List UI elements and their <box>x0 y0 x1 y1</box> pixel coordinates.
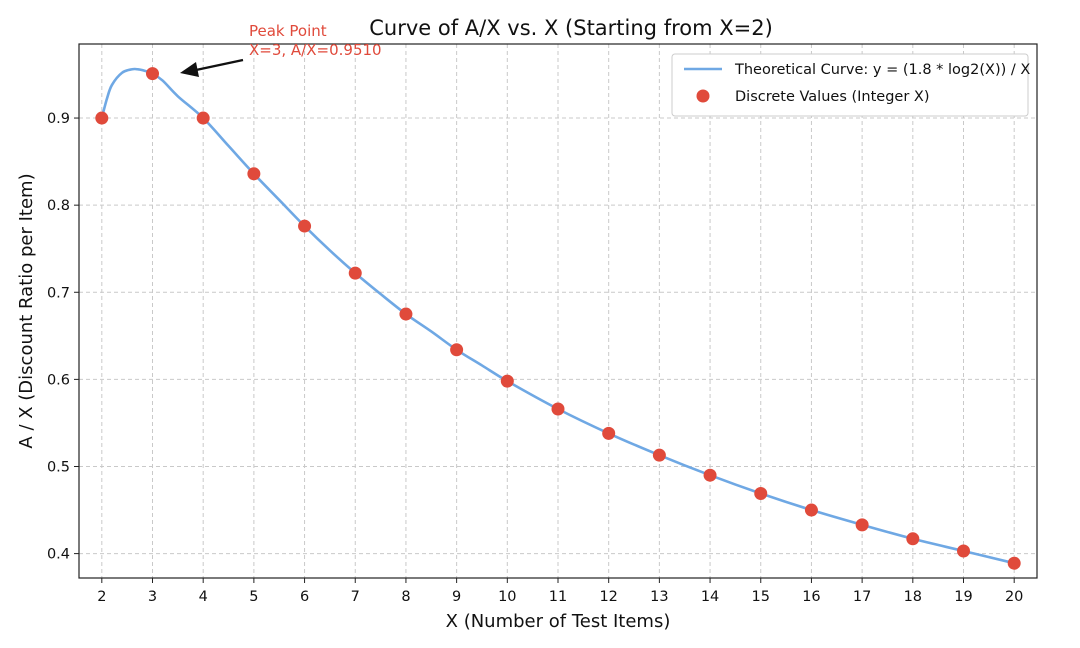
data-point-x15 <box>754 487 768 501</box>
data-point-x10 <box>500 374 514 388</box>
x-tick-label: 16 <box>802 589 820 605</box>
x-tick-label: 12 <box>599 589 617 605</box>
x-tick-label: 3 <box>148 589 157 605</box>
legend-entry-discrete-values: Discrete Values (Integer X) <box>735 89 930 105</box>
annotation-arrowhead <box>180 62 199 77</box>
y-tick-label: 0.7 <box>47 285 70 301</box>
data-point-x18 <box>906 532 920 546</box>
grid-lines <box>79 44 1037 578</box>
data-point-x11 <box>551 402 565 416</box>
x-tick-label: 17 <box>853 589 871 605</box>
data-point-x7 <box>348 266 362 280</box>
data-point-x4 <box>196 111 210 125</box>
x-tick-label: 10 <box>498 589 516 605</box>
annotation-arrow-shaft <box>195 58 244 72</box>
legend-entry-theoretical-curve: Theoretical Curve: y = (1.8 * log2(X)) /… <box>734 62 1030 78</box>
annotation: Peak Point X=3, A/X=0.9510 <box>180 22 382 77</box>
y-tick-label: 0.8 <box>47 198 70 214</box>
y-tick-label: 0.6 <box>47 372 70 388</box>
chart-title: Curve of A/X vs. X (Starting from X=2) <box>369 16 773 40</box>
x-tick-label: 20 <box>1005 589 1023 605</box>
y-axis-label: A / X (Discount Ratio per Item) <box>16 173 37 448</box>
y-tick-label: 0.5 <box>47 459 70 475</box>
data-point-x8 <box>399 307 413 321</box>
y-tick-label: 0.4 <box>47 547 70 563</box>
x-tick-label: 14 <box>701 589 719 605</box>
legend: Theoretical Curve: y = (1.8 * log2(X)) /… <box>671 53 1030 117</box>
x-tick-label: 18 <box>904 589 922 605</box>
data-point-x6 <box>298 219 312 233</box>
data-point-x16 <box>804 503 818 517</box>
axis-ticks: 2 3 4 5 6 7 8 9 10 11 12 13 14 15 16 17 18 19 20 0.4 0.5 0.6 0… <box>47 111 1023 605</box>
x-tick-label: 9 <box>452 589 461 605</box>
data-point-x5 <box>247 167 261 181</box>
annotation-values: X=3, A/X=0.9510 <box>249 41 382 59</box>
data-point-x17 <box>855 518 869 532</box>
x-tick-label: 19 <box>954 589 972 605</box>
x-tick-label: 4 <box>199 589 208 605</box>
x-tick-label: 7 <box>351 589 360 605</box>
data-point-x12 <box>602 426 616 440</box>
x-tick-label: 15 <box>752 589 770 605</box>
data-point-x14 <box>703 468 717 482</box>
x-tick-label: 8 <box>401 589 410 605</box>
discrete-points <box>95 67 1021 570</box>
annotation-title: Peak Point <box>249 22 327 40</box>
y-tick-label: 0.9 <box>47 111 70 127</box>
legend-box <box>671 53 1029 117</box>
legend-marker-swatch <box>696 89 710 103</box>
data-point-x13 <box>652 448 666 462</box>
data-point-x3 <box>145 67 159 81</box>
x-tick-label: 6 <box>300 589 309 605</box>
x-tick-label: 11 <box>549 589 567 605</box>
x-tick-label: 2 <box>97 589 106 605</box>
data-point-x2 <box>95 111 109 125</box>
x-tick-label: 13 <box>650 589 668 605</box>
data-point-x19 <box>957 544 971 558</box>
data-point-x9 <box>450 343 464 357</box>
x-tick-label: 5 <box>249 589 258 605</box>
data-point-x20 <box>1007 556 1021 570</box>
x-axis-label: X (Number of Test Items) <box>446 611 671 632</box>
